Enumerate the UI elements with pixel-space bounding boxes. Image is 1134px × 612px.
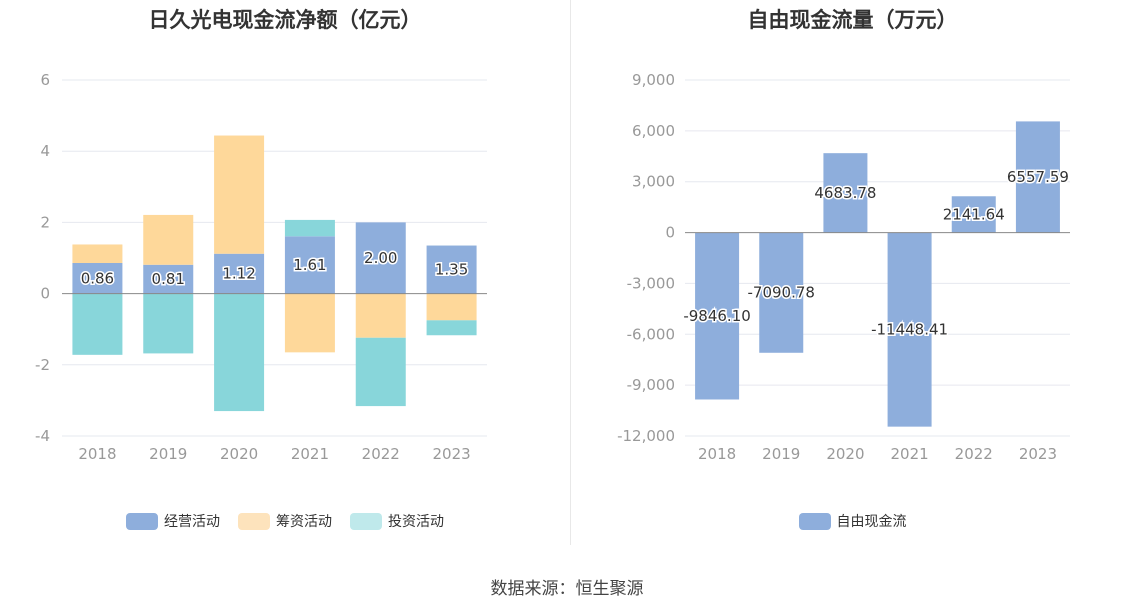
y-tick-label: -9,000: [627, 376, 675, 394]
x-tick-label: 2020: [220, 445, 258, 463]
legend-item-operating[interactable]: 经营活动: [126, 511, 220, 531]
y-tick-label: 3,000: [632, 173, 675, 191]
y-tick-label: 9,000: [632, 71, 675, 89]
data-label: 2141.64: [943, 205, 1005, 223]
x-tick-label: 2019: [149, 445, 187, 463]
data-label: 1.61: [293, 256, 326, 274]
legend-swatch: [238, 512, 270, 530]
bar-financing: [284, 293, 335, 353]
legend-label: 投资活动: [388, 514, 444, 530]
y-tick-label: -3,000: [627, 274, 675, 292]
bar-financing: [72, 244, 123, 263]
bar-investing: [426, 320, 477, 336]
bar-operating: [72, 262, 123, 294]
data-label: 4683.78: [814, 184, 876, 202]
legend-swatch: [798, 512, 831, 530]
chart-title: 自由现金流量（万元）: [747, 8, 958, 32]
bar-operating: [214, 253, 265, 294]
bar-fcf: [951, 196, 996, 233]
y-tick-label: 6,000: [632, 122, 675, 140]
legend-swatch: [350, 512, 382, 530]
bar-financing: [426, 293, 477, 321]
x-tick-label: 2019: [762, 445, 800, 463]
x-tick-label: 2021: [291, 445, 329, 463]
bar-fcf: [759, 232, 804, 353]
y-tick-label: -6,000: [627, 325, 675, 343]
fcf-chart-svg: 9,000 6,000 3,000 0 -3,000 -6,000 -9,000 -12,00…: [617, 71, 1070, 463]
bar-fcf: [695, 232, 740, 400]
cashflow-chart-svg: 6 4 2 0 -2 -4 2018 2019 2020 2021 2022 2023 0.86 0.81…: [35, 71, 487, 463]
bar-operating: [426, 245, 477, 294]
x-tick-label: 2018: [78, 445, 116, 463]
data-label: -7090.78: [748, 284, 815, 302]
legend-swatch: [126, 512, 158, 530]
x-tick-label: 2022: [955, 445, 993, 463]
bar-operating: [143, 264, 194, 294]
legend: 自由现金流: [571, 511, 1134, 531]
legend-label: 自由现金流: [836, 514, 907, 530]
bar-financing: [355, 293, 406, 338]
chart-title: 日久光电现金流净额（亿元）: [148, 8, 422, 32]
y-tick-label: -12,000: [617, 427, 675, 445]
legend-item-financing[interactable]: 筹资活动: [238, 511, 332, 531]
bar-investing: [143, 293, 194, 354]
bar-investing: [72, 293, 123, 355]
bar-fcf: [887, 232, 932, 427]
y-tick-label: 4: [40, 142, 50, 160]
data-label: 0.86: [81, 269, 114, 287]
x-tick-label: 2023: [1019, 445, 1057, 463]
panel-divider: [570, 0, 571, 545]
x-tick-label: 2021: [890, 445, 928, 463]
data-label: -11448.41: [871, 321, 948, 339]
data-label: 0.81: [152, 270, 185, 288]
bar-fcf: [1015, 121, 1060, 233]
bar-operating: [355, 222, 406, 294]
bar-financing: [143, 214, 194, 265]
data-label: 1.35: [435, 261, 468, 279]
y-tick-label: 2: [40, 213, 50, 231]
bar-fcf: [823, 153, 868, 233]
legend: 经营活动 筹资活动 投资活动: [0, 511, 570, 531]
fcf-chart-panel: 自由现金流量（万元） 9,000 6,000 3,000 0 -3,000 -6,000-…: [571, 0, 1134, 545]
cashflow-chart-panel: 日久光电现金流净额（亿元） 6 4 2 0 -2 -4 2018 2019 2020 2021 20…: [0, 0, 570, 545]
x-tick-label: 2022: [362, 445, 400, 463]
y-tick-label: 0: [665, 224, 675, 242]
x-tick-label: 2018: [698, 445, 736, 463]
x-tick-label: 2023: [432, 445, 470, 463]
data-label: 6557.59: [1007, 168, 1069, 186]
y-tick-label: -2: [35, 356, 50, 374]
y-tick-label: 6: [40, 71, 50, 89]
bar-investing: [284, 219, 335, 237]
legend-label: 筹资活动: [276, 514, 332, 530]
legend-item-fcf[interactable]: 自由现金流: [798, 511, 907, 531]
bar-investing: [355, 337, 406, 407]
legend-item-investing[interactable]: 投资活动: [350, 511, 444, 531]
bar-financing: [214, 135, 265, 254]
bar-operating: [284, 236, 335, 294]
data-label: 1.12: [222, 265, 255, 283]
legend-label: 经营活动: [164, 514, 220, 530]
y-tick-label: 0: [40, 285, 50, 303]
data-label: 2.00: [364, 249, 397, 267]
bar-investing: [214, 293, 265, 412]
x-tick-label: 2020: [826, 445, 864, 463]
data-label: -9846.10: [683, 307, 750, 325]
y-tick-label: -4: [35, 427, 50, 445]
data-source: 数据来源：恒生聚源: [490, 579, 644, 599]
